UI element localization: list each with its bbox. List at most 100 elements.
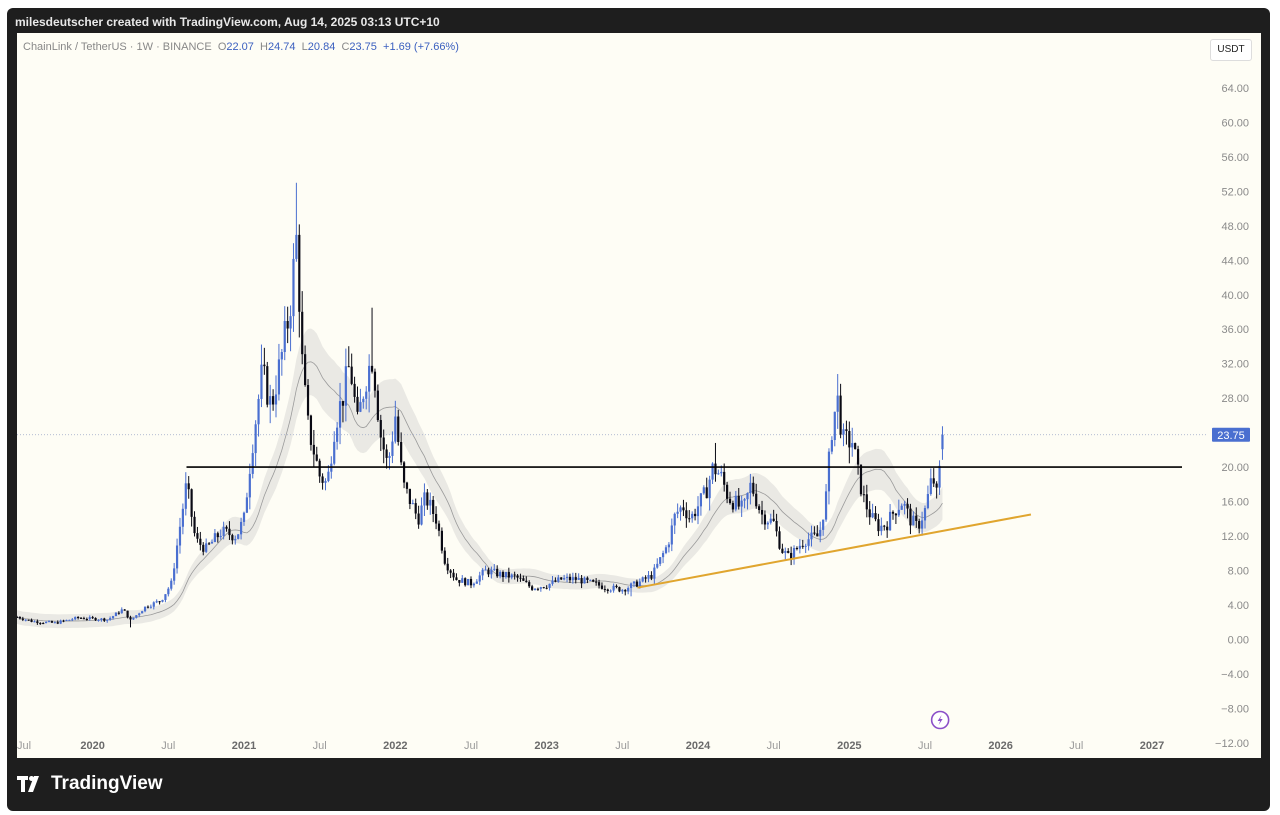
candle-body[interactable] bbox=[248, 473, 251, 498]
candle-body[interactable] bbox=[734, 495, 737, 510]
candle-body[interactable] bbox=[464, 578, 467, 586]
candle-body[interactable] bbox=[117, 612, 120, 614]
candle-body[interactable] bbox=[79, 617, 83, 619]
candle-body[interactable] bbox=[868, 509, 871, 518]
candle-body[interactable] bbox=[839, 395, 842, 435]
candle-body[interactable] bbox=[749, 482, 752, 494]
candle-body[interactable] bbox=[886, 526, 889, 531]
candle-body[interactable] bbox=[894, 513, 897, 516]
candle-body[interactable] bbox=[743, 499, 746, 501]
candle-body[interactable] bbox=[484, 569, 487, 571]
candle-body[interactable] bbox=[545, 587, 548, 589]
candle-body[interactable] bbox=[758, 506, 761, 510]
candle-body[interactable] bbox=[513, 574, 516, 576]
candle-body[interactable] bbox=[455, 577, 458, 581]
candle-body[interactable] bbox=[816, 533, 819, 537]
candle-body[interactable] bbox=[580, 578, 583, 584]
candle-body[interactable] bbox=[74, 617, 77, 620]
candle-body[interactable] bbox=[618, 587, 621, 592]
candle-body[interactable] bbox=[440, 530, 443, 551]
candle-body[interactable] bbox=[280, 352, 283, 360]
candle-body[interactable] bbox=[877, 519, 880, 532]
candle-body[interactable] bbox=[321, 476, 324, 483]
candle-body[interactable] bbox=[432, 499, 435, 514]
candle-body[interactable] bbox=[402, 462, 406, 483]
candle-body[interactable] bbox=[848, 431, 851, 448]
candle-body[interactable] bbox=[938, 465, 941, 488]
candle-body[interactable] bbox=[260, 364, 263, 399]
candle-body[interactable] bbox=[298, 234, 301, 312]
candle-body[interactable] bbox=[391, 441, 394, 456]
candle-body[interactable] bbox=[283, 321, 286, 353]
candle-body[interactable] bbox=[449, 570, 452, 573]
candle-body[interactable] bbox=[469, 578, 473, 586]
candle-body[interactable] bbox=[434, 513, 438, 524]
candle-body[interactable] bbox=[341, 401, 345, 406]
candle-body[interactable] bbox=[234, 538, 237, 541]
candle-body[interactable] bbox=[193, 516, 196, 534]
currency-button[interactable]: USDT bbox=[1210, 39, 1252, 61]
candle-body[interactable] bbox=[920, 520, 924, 529]
candle-body[interactable] bbox=[900, 505, 903, 510]
candle-body[interactable] bbox=[97, 619, 100, 621]
candle-body[interactable] bbox=[531, 586, 534, 590]
candle-body[interactable] bbox=[717, 473, 720, 475]
candle-body[interactable] bbox=[493, 568, 496, 570]
candle-body[interactable] bbox=[720, 471, 723, 474]
candle-body[interactable] bbox=[673, 513, 676, 526]
candle-body[interactable] bbox=[519, 577, 522, 579]
ascending-trendline[interactable] bbox=[637, 513, 1032, 589]
candle-body[interactable] bbox=[178, 526, 182, 546]
candle-body[interactable] bbox=[129, 617, 132, 620]
candle-body[interactable] bbox=[499, 572, 502, 577]
candle-body[interactable] bbox=[196, 533, 199, 539]
candle-body[interactable] bbox=[688, 518, 691, 520]
candle-body[interactable] bbox=[141, 611, 144, 614]
candle-body[interactable] bbox=[638, 581, 641, 587]
candle-body[interactable] bbox=[152, 602, 155, 607]
candle-body[interactable] bbox=[385, 449, 388, 458]
candle-body[interactable] bbox=[670, 525, 673, 545]
candle-body[interactable] bbox=[405, 482, 409, 489]
candle-body[interactable] bbox=[728, 498, 732, 504]
candle-body[interactable] bbox=[181, 508, 184, 527]
candle-body[interactable] bbox=[830, 440, 833, 452]
candle-body[interactable] bbox=[798, 545, 801, 549]
candle-body[interactable] bbox=[333, 441, 336, 464]
candle-body[interactable] bbox=[539, 587, 542, 589]
candle-body[interactable] bbox=[746, 493, 749, 500]
candle-body[interactable] bbox=[792, 547, 796, 560]
candle-body[interactable] bbox=[691, 513, 694, 519]
candle-body[interactable] bbox=[379, 420, 382, 438]
candle-body[interactable] bbox=[225, 526, 228, 529]
candle-body[interactable] bbox=[82, 618, 86, 620]
candle-body[interactable] bbox=[254, 424, 257, 454]
candle-body[interactable] bbox=[27, 619, 30, 621]
candle-body[interactable] bbox=[507, 571, 510, 578]
candle-body[interactable] bbox=[216, 533, 219, 538]
candle-body[interactable] bbox=[856, 449, 860, 465]
candle-body[interactable] bbox=[420, 505, 423, 525]
candle-body[interactable] bbox=[452, 572, 455, 578]
candle-body[interactable] bbox=[536, 588, 540, 590]
candle-body[interactable] bbox=[77, 617, 80, 619]
candle-body[interactable] bbox=[353, 383, 356, 397]
candle-body[interactable] bbox=[237, 534, 240, 539]
candle-body[interactable] bbox=[664, 547, 668, 554]
candle-body[interactable] bbox=[437, 523, 441, 531]
candle-body[interactable] bbox=[641, 577, 644, 582]
candle-body[interactable] bbox=[126, 610, 129, 618]
candle-body[interactable] bbox=[123, 609, 126, 611]
candle-body[interactable] bbox=[478, 575, 481, 582]
candle-body[interactable] bbox=[336, 427, 339, 442]
candle-body[interactable] bbox=[91, 617, 94, 619]
candle-body[interactable] bbox=[603, 588, 606, 590]
candle-body[interactable] bbox=[769, 518, 772, 523]
candle-body[interactable] bbox=[510, 574, 513, 578]
candle-body[interactable] bbox=[210, 541, 214, 544]
candle-body[interactable] bbox=[309, 415, 313, 445]
candle-body[interactable] bbox=[184, 483, 187, 509]
candle-body[interactable] bbox=[132, 617, 135, 620]
candle-body[interactable] bbox=[205, 543, 208, 552]
candle-body[interactable] bbox=[845, 429, 848, 432]
